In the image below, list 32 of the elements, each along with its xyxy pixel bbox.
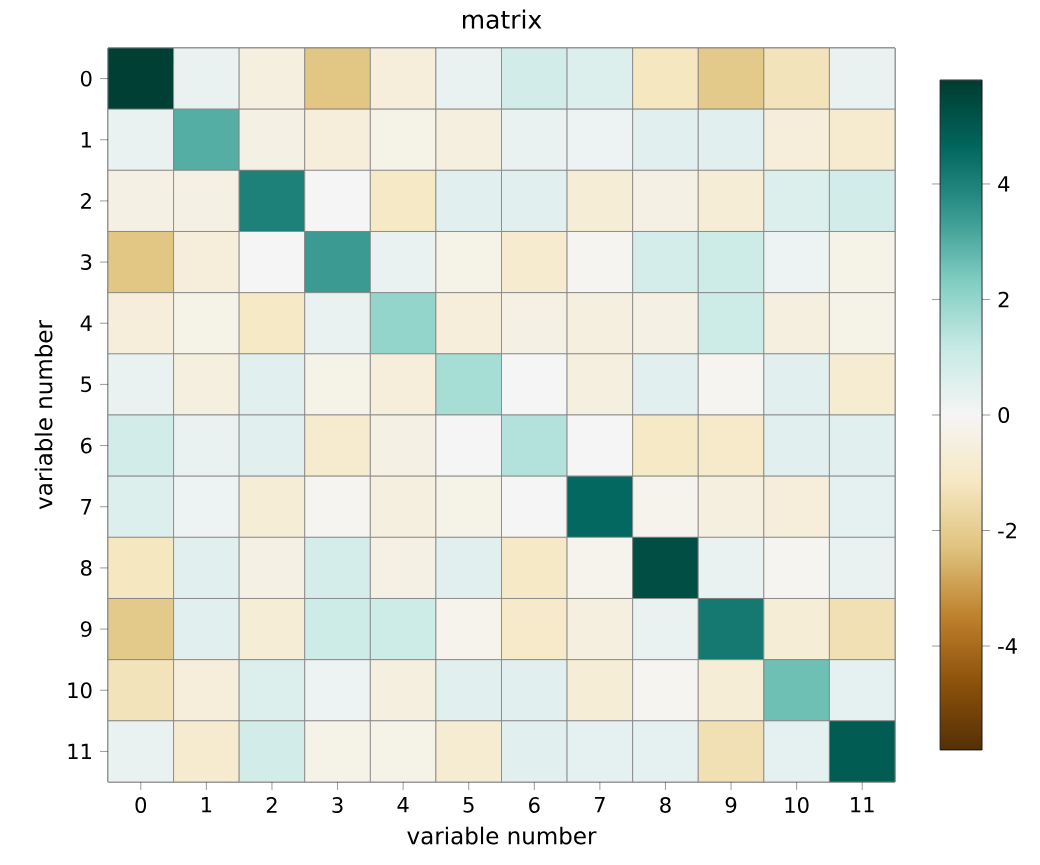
y-tick-label: 4 — [80, 315, 92, 331]
color-bar-label: 2 — [998, 291, 1009, 308]
color-bar-label: 4 — [998, 176, 1010, 192]
x-tick-label: 0 — [135, 797, 147, 813]
y-axis-title: variable number — [34, 320, 53, 510]
x-tick-label: 9 — [725, 797, 737, 813]
y-tick-label: 6 — [81, 437, 92, 454]
x-tick-label: 5 — [463, 797, 474, 813]
y-tick-label: 9 — [80, 621, 92, 638]
y-tick-label: 3 — [81, 254, 92, 271]
x-tick-label: 11 — [851, 797, 874, 813]
x-axis-title: variable number — [407, 826, 597, 845]
x-tick-label: 6 — [529, 797, 540, 813]
color-bar-label: -4 — [998, 638, 1017, 654]
x-tick-label: 8 — [660, 797, 671, 813]
y-tick-label: 10 — [68, 682, 92, 699]
y-tick-label: 1 — [81, 132, 91, 148]
color-bar-label: -2 — [998, 522, 1016, 539]
x-tick-label: 7 — [594, 797, 605, 813]
y-tick-label: 11 — [68, 743, 91, 760]
y-tick-label: 5 — [81, 376, 92, 393]
x-tick-label: 2 — [266, 797, 277, 813]
y-tick-label: 7 — [81, 499, 92, 515]
x-tick-label: 1 — [201, 797, 212, 813]
chart-title: matrix — [463, 9, 542, 29]
x-tick-label: 10 — [785, 797, 809, 813]
color-bar-label: 0 — [998, 407, 1010, 423]
x-tick-label: 4 — [397, 797, 409, 813]
y-tick-label: 0 — [80, 70, 92, 87]
x-tick-label: 3 — [332, 797, 343, 813]
y-tick-label: 2 — [81, 193, 91, 209]
y-tick-label: 8 — [80, 559, 92, 576]
